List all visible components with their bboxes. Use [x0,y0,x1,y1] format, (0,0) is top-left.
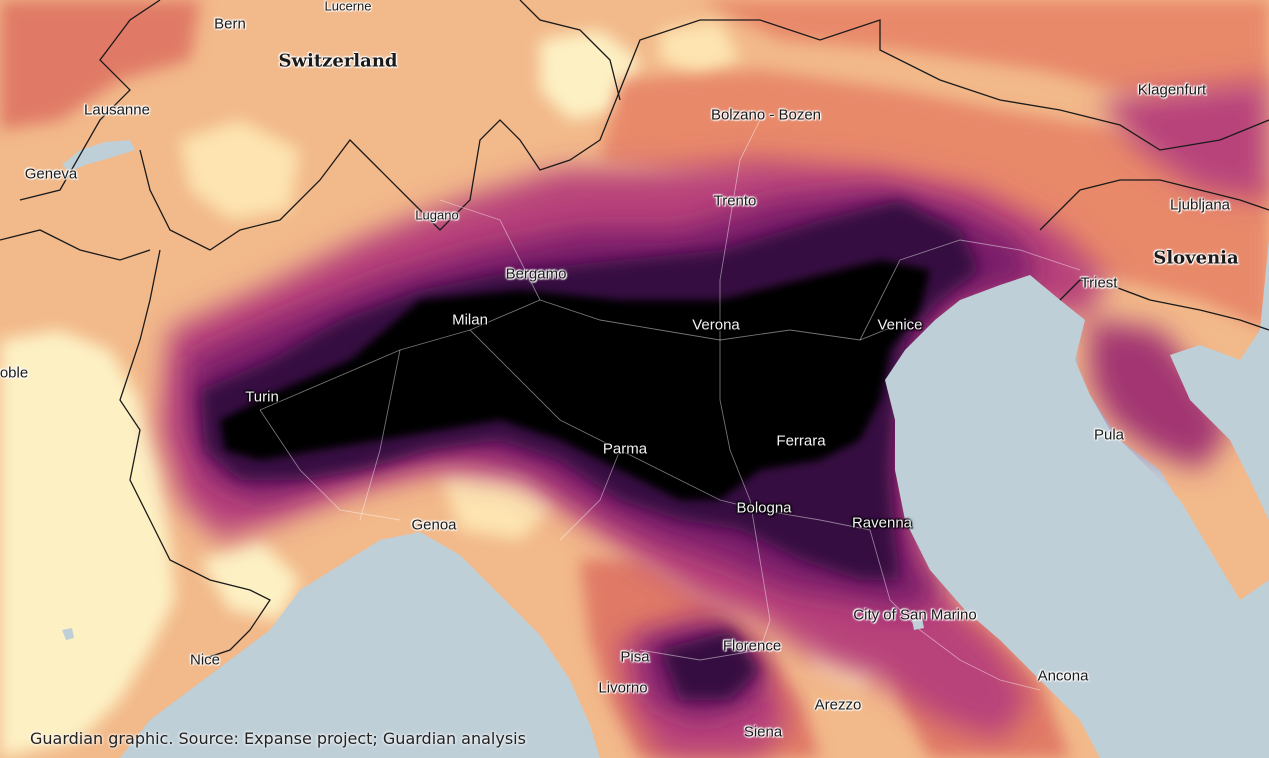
city-label-ravenna: Ravenna [851,514,913,532]
city-label-milan: Milan [452,311,488,329]
city-label-livorno: Livorno [598,679,648,697]
ligurian-sea [120,532,600,758]
country-label-switzerland: Switzerland [278,50,398,72]
city-label-ljubljana: Ljubljana [1169,196,1231,214]
city-label-turin: Turin [245,388,279,406]
road-network [259,119,1081,691]
city-label-lucerne: Lucerne [324,0,372,14]
city-label-trento: Trento [713,192,757,210]
max-zones [220,260,930,500]
city-label-bolzano: Bolzano - Bozen [710,106,822,124]
city-label-ancona: Ancona [1037,667,1089,685]
city-label-venice: Venice [877,316,923,334]
city-label-grenoble-partial: oble [0,364,29,382]
city-label-lugano: Lugano [415,207,459,223]
city-label-triest: Triest [1080,274,1118,292]
city-label-arezzo: Arezzo [814,696,862,714]
source-credit: Guardian graphic. Source: Expanse projec… [30,729,526,748]
city-label-san-marino: City of San Marino [853,606,977,624]
city-label-genoa: Genoa [411,516,457,534]
country-borders [0,0,1269,661]
adriatic-sea [885,240,1269,758]
city-label-florence: Florence [722,637,782,655]
country-label-slovenia: Slovenia [1153,247,1239,269]
city-label-bergamo: Bergamo [505,265,567,283]
city-label-bern: Bern [214,15,246,33]
city-label-lausanne: Lausanne [84,101,150,119]
city-label-pula: Pula [1093,426,1125,444]
city-label-bologna: Bologna [736,499,792,517]
city-label-nice: Nice [189,651,221,669]
city-label-geneva: Geneva [24,165,78,183]
city-label-verona: Verona [692,316,740,334]
city-label-siena: Siena [743,723,783,741]
lake-geneva [62,140,135,172]
city-label-parma: Parma [602,440,648,458]
city-label-pisa: Pisa [620,648,650,666]
city-label-klagenfurt: Klagenfurt [1137,81,1207,99]
city-label-ferrara: Ferrara [776,432,826,450]
